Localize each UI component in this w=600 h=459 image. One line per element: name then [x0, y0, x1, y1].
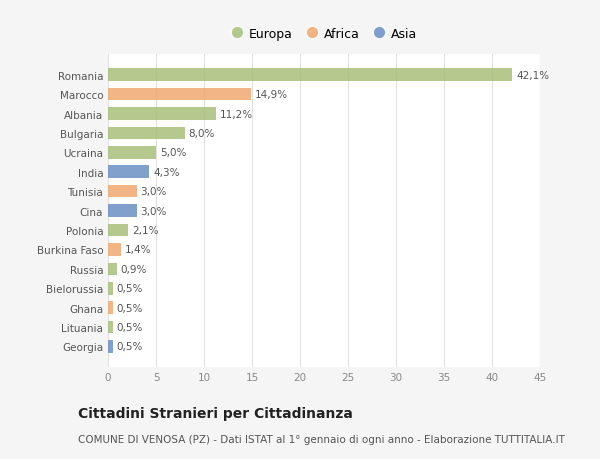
Text: 0,9%: 0,9%: [121, 264, 147, 274]
Bar: [108, 244, 121, 256]
Bar: [108, 321, 113, 334]
Bar: [108, 108, 215, 121]
Bar: [108, 282, 113, 295]
Text: 1,4%: 1,4%: [125, 245, 152, 255]
Bar: [108, 147, 156, 159]
Bar: [108, 127, 185, 140]
Bar: [108, 263, 116, 275]
Text: 2,1%: 2,1%: [132, 225, 158, 235]
Legend: Europa, Africa, Asia: Europa, Africa, Asia: [227, 24, 421, 45]
Bar: [108, 224, 128, 237]
Text: 8,0%: 8,0%: [188, 129, 215, 139]
Text: 3,0%: 3,0%: [140, 187, 167, 197]
Text: 42,1%: 42,1%: [516, 71, 549, 80]
Bar: [108, 205, 137, 218]
Text: 0,5%: 0,5%: [116, 342, 143, 352]
Text: 11,2%: 11,2%: [220, 109, 253, 119]
Text: 4,3%: 4,3%: [153, 168, 179, 177]
Text: 0,5%: 0,5%: [116, 284, 143, 294]
Text: 3,0%: 3,0%: [140, 206, 167, 216]
Text: 5,0%: 5,0%: [160, 148, 186, 158]
Bar: [108, 166, 149, 179]
Text: Cittadini Stranieri per Cittadinanza: Cittadini Stranieri per Cittadinanza: [78, 406, 353, 420]
Text: 0,5%: 0,5%: [116, 322, 143, 332]
Text: 14,9%: 14,9%: [255, 90, 288, 100]
Bar: [108, 185, 137, 198]
Text: 0,5%: 0,5%: [116, 303, 143, 313]
Bar: [108, 302, 113, 314]
Text: COMUNE DI VENOSA (PZ) - Dati ISTAT al 1° gennaio di ogni anno - Elaborazione TUT: COMUNE DI VENOSA (PZ) - Dati ISTAT al 1°…: [78, 434, 565, 444]
Bar: [108, 341, 113, 353]
Bar: [108, 69, 512, 82]
Bar: [108, 89, 251, 101]
